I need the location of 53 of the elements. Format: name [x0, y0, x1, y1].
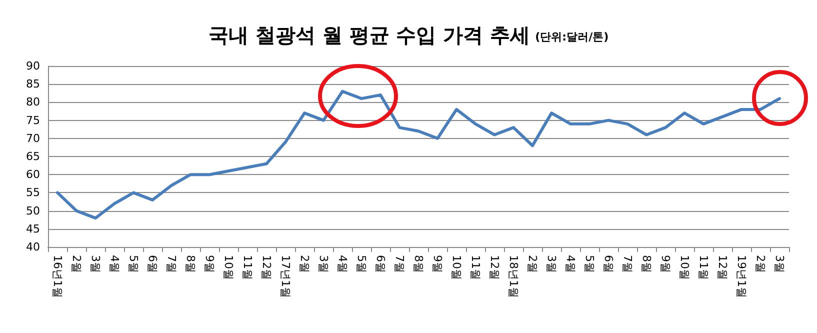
y-tick-label: 85 [26, 78, 40, 91]
x-tick-label: 2월 [70, 255, 83, 273]
x-tick-label: 12월 [488, 255, 501, 280]
x-tick-label: 7월 [165, 255, 178, 273]
x-tick-label: 12월 [716, 255, 729, 280]
x-tick-label: 3월 [545, 255, 558, 273]
x-tick-label: 9월 [431, 255, 444, 273]
chart-title: 국내 철광석 월 평균 수입 가격 추세 [208, 23, 530, 47]
x-tick-label: 19년1월 [735, 255, 748, 298]
y-tick-label: 80 [26, 96, 40, 109]
x-tick-label: 11월 [241, 255, 254, 280]
x-tick-label: 2월 [298, 255, 311, 273]
x-tick-label: 7월 [621, 255, 634, 273]
x-tick-label: 11월 [697, 255, 710, 280]
x-tick-label: 8월 [640, 255, 653, 273]
x-tick-label: 6월 [602, 255, 615, 273]
y-tick-label: 50 [26, 204, 40, 218]
y-tick-label: 40 [26, 240, 40, 254]
line-series [56, 90, 781, 220]
y-tick-label: 65 [26, 150, 40, 163]
y-tick-label: 75 [26, 114, 40, 127]
x-tick-label: 5월 [355, 255, 368, 273]
x-tick-label: 5월 [127, 255, 140, 273]
x-tick-label: 9월 [659, 255, 672, 273]
x-tick-label: 17년1월 [279, 255, 292, 298]
y-tick-label: 45 [26, 222, 40, 236]
x-tick-label: 10월 [450, 255, 463, 280]
x-tick-label: 2월 [754, 255, 767, 273]
x-tick-label: 9월 [203, 255, 216, 273]
x-tick-label: 4월 [564, 255, 577, 273]
x-tick-label: 4월 [108, 255, 121, 273]
x-tick-label: 8월 [412, 255, 425, 273]
y-tick-label: 60 [26, 168, 40, 182]
x-tick-label: 4월 [336, 255, 349, 273]
x-tick-label: 3월 [317, 255, 330, 273]
x-tick-label: 3월 [89, 255, 102, 273]
x-tick-label: 8월 [184, 255, 197, 273]
x-tick-label: 6월 [146, 255, 159, 273]
x-tick-label: 18년1월 [507, 255, 520, 298]
x-tick-label: 12월 [260, 255, 273, 280]
y-tick-label: 70 [26, 132, 40, 145]
y-tick-label: 90 [26, 60, 40, 72]
x-tick-label: 7월 [393, 255, 406, 273]
x-tick-label: 3월 [773, 255, 786, 273]
x-tick-label: 10월 [222, 255, 235, 280]
chart-subtitle: (단위:달러/톤) [535, 30, 609, 44]
x-tick-label: 5월 [583, 255, 596, 273]
y-tick-label: 55 [26, 186, 40, 200]
x-tick-label: 16년1월 [51, 255, 64, 298]
x-tick-label: 2월 [526, 255, 539, 273]
x-tick-label: 11월 [469, 255, 482, 280]
x-tick-label: 6월 [374, 255, 387, 273]
x-tick-label: 10월 [678, 255, 691, 280]
